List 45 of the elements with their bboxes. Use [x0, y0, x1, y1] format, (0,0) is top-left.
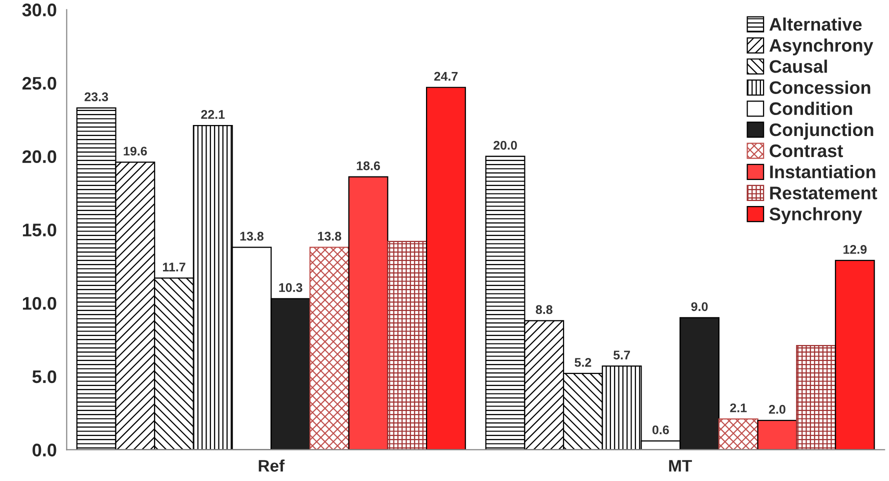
- bar: [796, 345, 836, 450]
- data-label: 2.0: [768, 404, 786, 414]
- legend-label: Contrast: [770, 144, 843, 158]
- data-label: 5.7: [614, 350, 630, 360]
- y-tick-label: 0.0: [32, 444, 56, 456]
- y-tick-label: 15.0: [22, 224, 56, 236]
- bar: [426, 86, 466, 450]
- data-label: 19.6: [124, 146, 147, 156]
- y-tick-label: 10.0: [22, 296, 56, 310]
- bar: [757, 420, 798, 450]
- data-label: 10.3: [279, 283, 302, 292]
- data-label: 20.0: [494, 140, 517, 150]
- bar: [309, 246, 350, 450]
- data-label: 0.6: [652, 425, 669, 434]
- bar: [348, 176, 388, 450]
- data-label: 24.7: [434, 72, 458, 81]
- bar: [718, 418, 758, 450]
- legend-label: Alternative: [769, 17, 862, 31]
- data-label: 23.3: [84, 92, 108, 102]
- legend-label: Instantiation: [770, 165, 876, 178]
- data-label: 13.8: [240, 232, 264, 241]
- data-label: 13.8: [318, 232, 342, 241]
- data-label: 9.0: [691, 302, 708, 312]
- data-label: 2.1: [730, 403, 747, 412]
- legend-label: Conjunction: [770, 122, 874, 140]
- data-label: 5.2: [574, 358, 592, 367]
- data-label: 8.8: [536, 305, 552, 314]
- legend-label: Concession: [770, 80, 870, 94]
- legend-label: Restatement: [770, 186, 878, 200]
- y-tick-label: 20.0: [22, 150, 56, 164]
- x-tick-label: Ref: [258, 459, 285, 472]
- y-tick-label: 30.0: [22, 4, 56, 16]
- y-tick-label: 5.0: [32, 370, 56, 384]
- x-tick-label: MT: [669, 460, 692, 472]
- legend-label: Causal: [770, 60, 827, 73]
- bar: [387, 240, 428, 450]
- data-label: 11.7: [162, 262, 186, 272]
- legend-label: Asynchrony: [769, 38, 874, 56]
- data-label: 18.6: [356, 161, 380, 170]
- y-tick-label: 25.0: [22, 76, 56, 90]
- data-label: 12.9: [844, 244, 867, 254]
- bar: [834, 260, 875, 450]
- legend-label: Condition: [770, 102, 852, 116]
- legend-label: Synchrony: [769, 207, 862, 224]
- data-label: 22.1: [201, 110, 225, 119]
